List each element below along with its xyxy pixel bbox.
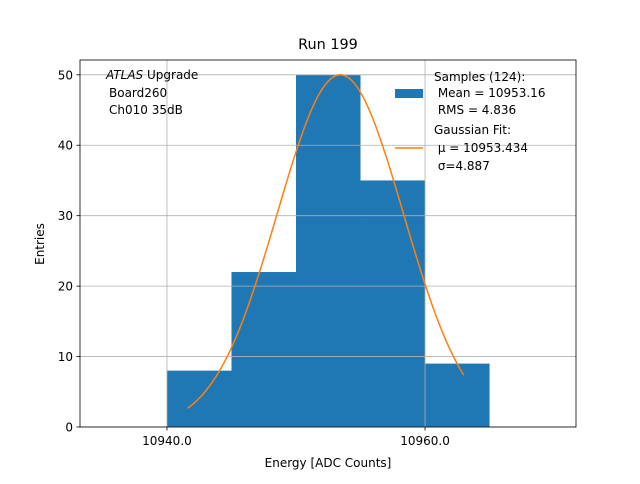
- legend-sigma: σ=4.887: [434, 159, 490, 173]
- y-tick-label: 10: [58, 350, 73, 364]
- histogram-bar-4: [425, 363, 490, 427]
- channel-label: Ch010 35dB: [109, 103, 183, 117]
- chart-title: Run 199: [298, 37, 358, 53]
- y-tick-label: 40: [58, 139, 73, 153]
- atlas-annotation: ATLAS Upgrade Board260 Ch010 35dB: [105, 68, 198, 117]
- x-axis-label: Energy [ADC Counts]: [265, 456, 392, 470]
- y-tick-label: 20: [58, 280, 73, 294]
- histogram-bar-3: [360, 180, 426, 427]
- legend: Samples (124): Mean = 10953.16 RMS = 4.8…: [395, 70, 545, 173]
- board-label: Board260: [109, 86, 167, 100]
- legend-samples: Samples (124):: [434, 70, 525, 84]
- legend-fit-title: Gaussian Fit:: [434, 123, 511, 137]
- y-tick-label: 0: [65, 421, 73, 435]
- x-tick-label: 10960.0: [400, 434, 450, 448]
- legend-mean: Mean = 10953.16: [434, 86, 545, 100]
- y-axis-label: Entries: [33, 223, 47, 265]
- histogram-bar-2: [296, 74, 361, 427]
- legend-bar-swatch: [395, 89, 423, 98]
- atlas-rest: Upgrade: [143, 68, 198, 82]
- x-tick-label: 10940.0: [142, 434, 192, 448]
- gaussian-fit-curve: [187, 74, 465, 409]
- histogram-bar-1: [231, 272, 296, 427]
- legend-rms: RMS = 4.836: [434, 103, 516, 117]
- axes-frame: [79, 59, 577, 428]
- atlas-italic: ATLAS: [105, 68, 144, 82]
- legend-mu: μ = 10953.434: [434, 141, 528, 155]
- y-tick-label: 50: [58, 68, 73, 82]
- svg-text:ATLAS Upgrade: ATLAS Upgrade: [105, 68, 198, 82]
- y-tick-label: 30: [58, 209, 73, 223]
